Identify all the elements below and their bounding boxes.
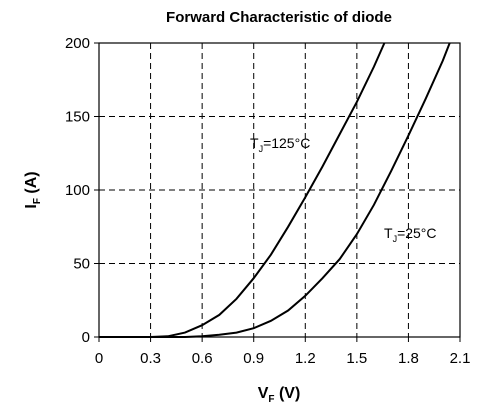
- x-tick-label: 1.8: [398, 350, 419, 367]
- x-tick-label: 0.9: [243, 350, 264, 367]
- curve-tj-25c: [99, 42, 451, 338]
- x-tick-label: 0.3: [140, 350, 161, 367]
- x-tick-label: 1.5: [346, 350, 367, 367]
- x-tick-label: 1.2: [295, 350, 316, 367]
- series-label-25c: TJ=25°C: [384, 225, 437, 244]
- x-tick-label: 2.1: [450, 350, 471, 367]
- axis-ticks: 0 0.3 0.6 0.9 1.2 1.5 1.8 2.1 0 50 100 150 200: [65, 35, 470, 367]
- curve-tj-125c: [99, 42, 386, 338]
- chart-title: Forward Characteristic of diode: [166, 9, 392, 26]
- x-axis-label: VF (V): [258, 385, 301, 405]
- y-tick-label: 50: [73, 256, 90, 273]
- data-curves: [99, 42, 451, 338]
- grid-lines: [99, 43, 460, 337]
- y-tick-label: 0: [82, 329, 90, 346]
- x-tick-label: 0.6: [192, 350, 213, 367]
- x-tick-label: 0: [95, 350, 103, 367]
- y-tick-label: 200: [65, 35, 90, 52]
- series-label-125c: TJ=125°C: [250, 135, 310, 154]
- y-axis-label: IF (A): [23, 171, 43, 208]
- y-tick-label: 150: [65, 109, 90, 126]
- y-tick-label: 100: [65, 182, 90, 199]
